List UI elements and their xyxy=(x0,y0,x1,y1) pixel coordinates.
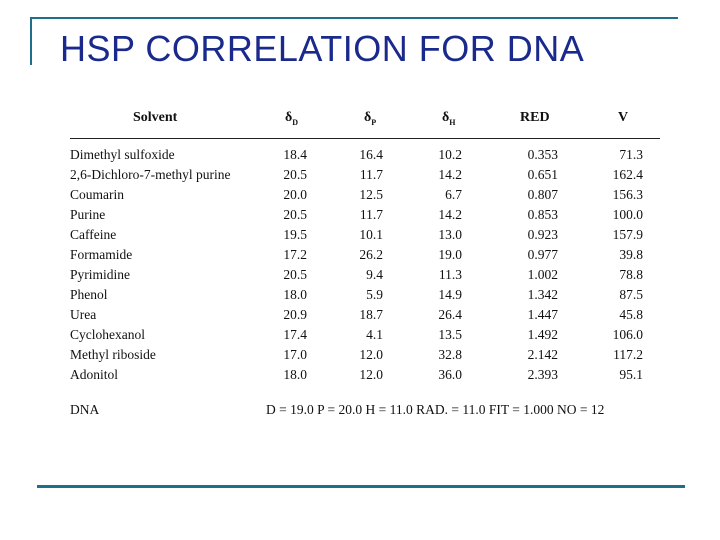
cell-red: 1.002 xyxy=(527,267,558,282)
cell-delta-h: 14.2 xyxy=(438,167,462,182)
cell-delta-p: 16.4 xyxy=(359,147,383,162)
cell-delta-p: 5.9 xyxy=(366,287,383,302)
header-delta-h: δH xyxy=(442,110,456,127)
cell-red: 0.977 xyxy=(527,247,558,262)
table-row: 2,6-Dichloro-7-methyl purine 20.5 11.7 14.2… xyxy=(60,167,660,187)
cell-delta-d: 17.2 xyxy=(283,247,307,262)
cell-delta-h: 19.0 xyxy=(438,247,462,262)
cell-v: 100.0 xyxy=(612,207,643,222)
cell-v: 157.9 xyxy=(612,227,643,242)
table-row: Caffeine 19.5 10.1 13.0 0.923 157.9 xyxy=(60,227,660,247)
cell-delta-h: 13.5 xyxy=(438,327,462,342)
left-rule xyxy=(30,17,32,65)
dna-label: DNA xyxy=(70,402,100,417)
cell-delta-p: 9.4 xyxy=(366,267,383,282)
cell-delta-h: 13.0 xyxy=(438,227,462,242)
table-row: Urea 20.9 18.7 26.4 1.447 45.8 xyxy=(60,307,660,327)
cell-delta-d: 19.5 xyxy=(283,227,307,242)
cell-delta-p: 11.7 xyxy=(359,207,383,222)
table-row: Coumarin 20.0 12.5 6.7 0.807 156.3 xyxy=(60,187,660,207)
cell-delta-p: 12.5 xyxy=(359,187,383,202)
cell-delta-h: 32.8 xyxy=(438,347,462,362)
header-delta-p: δP xyxy=(364,110,377,127)
cell-v: 117.2 xyxy=(613,347,643,362)
cell-delta-d: 18.0 xyxy=(283,367,307,382)
cell-delta-d: 18.0 xyxy=(283,287,307,302)
cell-red: 1.447 xyxy=(527,307,558,322)
cell-delta-d: 18.4 xyxy=(283,147,307,162)
cell-solvent-name: Pyrimidine xyxy=(70,267,130,282)
cell-delta-h: 10.2 xyxy=(438,147,462,162)
cell-delta-p: 12.0 xyxy=(359,347,383,362)
cell-delta-d: 20.5 xyxy=(283,207,307,222)
cell-delta-d: 20.5 xyxy=(283,167,307,182)
cell-red: 0.651 xyxy=(527,167,558,182)
cell-v: 156.3 xyxy=(612,187,643,202)
cell-red: 1.492 xyxy=(527,327,558,342)
cell-solvent-name: Methyl riboside xyxy=(70,347,156,362)
header-v: V xyxy=(618,110,629,125)
cell-solvent-name: Coumarin xyxy=(70,187,124,202)
slide-title: HSP CORRELATION FOR DNA xyxy=(60,28,585,69)
cell-v: 45.8 xyxy=(619,307,643,322)
cell-solvent-name: Cyclohexanol xyxy=(70,327,145,342)
header-red: RED xyxy=(520,110,550,125)
cell-v: 87.5 xyxy=(619,287,643,302)
cell-solvent-name: Phenol xyxy=(70,287,108,302)
table-row: Formamide 17.2 26.2 19.0 0.977 39.8 xyxy=(60,247,660,267)
cell-v: 39.8 xyxy=(619,247,643,262)
cell-delta-h: 36.0 xyxy=(438,367,462,382)
bottom-rule xyxy=(37,485,685,488)
header-solvent: Solvent xyxy=(133,110,178,125)
table-row: Phenol 18.0 5.9 14.9 1.342 87.5 xyxy=(60,287,660,307)
cell-delta-d: 20.9 xyxy=(283,307,307,322)
cell-v: 162.4 xyxy=(612,167,643,182)
cell-red: 1.342 xyxy=(527,287,558,302)
cell-v: 95.1 xyxy=(619,367,643,382)
cell-delta-d: 17.4 xyxy=(283,327,307,342)
cell-delta-h: 11.3 xyxy=(438,267,462,282)
header-delta-d: δD xyxy=(285,110,299,127)
cell-solvent-name: Formamide xyxy=(70,247,133,262)
table-row: Pyrimidine 20.5 9.4 11.3 1.002 78.8 xyxy=(60,267,660,287)
cell-solvent-name: 2,6-Dichloro-7-methyl purine xyxy=(70,167,231,182)
cell-red: 2.393 xyxy=(527,367,558,382)
table-row: Methyl riboside 17.0 12.0 32.8 2.142 117.2 xyxy=(60,347,660,367)
cell-solvent-name: Adonitol xyxy=(70,367,119,382)
table-row: Dimethyl sulfoxide 18.4 16.4 10.2 0.353 71.3 xyxy=(60,147,660,167)
table-row: Adonitol 18.0 12.0 36.0 2.393 95.1 xyxy=(60,367,660,387)
cell-red: 2.142 xyxy=(527,347,558,362)
cell-delta-p: 12.0 xyxy=(359,367,383,382)
table-row: Purine 20.5 11.7 14.2 0.853 100.0 xyxy=(60,207,660,227)
cell-solvent-name: Purine xyxy=(70,207,106,222)
cell-delta-d: 20.0 xyxy=(283,187,307,202)
cell-delta-p: 18.7 xyxy=(359,307,383,322)
cell-delta-d: 20.5 xyxy=(283,267,307,282)
cell-red: 0.807 xyxy=(527,187,558,202)
cell-red: 0.353 xyxy=(527,147,558,162)
cell-delta-p: 11.7 xyxy=(359,167,383,182)
cell-red: 0.853 xyxy=(527,207,558,222)
dna-stats: D = 19.0 P = 20.0 H = 11.0 RAD. = 11.0 F… xyxy=(266,402,605,417)
cell-delta-p: 26.2 xyxy=(359,247,383,262)
cell-v: 78.8 xyxy=(619,267,643,282)
cell-delta-p: 4.1 xyxy=(366,327,383,342)
header-divider xyxy=(70,138,660,139)
cell-delta-h: 14.9 xyxy=(438,287,462,302)
cell-solvent-name: Caffeine xyxy=(70,227,117,242)
top-rule xyxy=(30,17,678,19)
cell-v: 71.3 xyxy=(619,147,643,162)
cell-delta-d: 17.0 xyxy=(283,347,307,362)
cell-delta-h: 6.7 xyxy=(445,187,462,202)
cell-delta-h: 26.4 xyxy=(438,307,462,322)
cell-solvent-name: Urea xyxy=(70,307,97,322)
cell-red: 0.923 xyxy=(527,227,558,242)
cell-solvent-name: Dimethyl sulfoxide xyxy=(70,147,175,162)
cell-delta-h: 14.2 xyxy=(438,207,462,222)
cell-delta-p: 10.1 xyxy=(359,227,383,242)
table-row: Cyclohexanol 17.4 4.1 13.5 1.492 106.0 xyxy=(60,327,660,347)
cell-v: 106.0 xyxy=(612,327,643,342)
